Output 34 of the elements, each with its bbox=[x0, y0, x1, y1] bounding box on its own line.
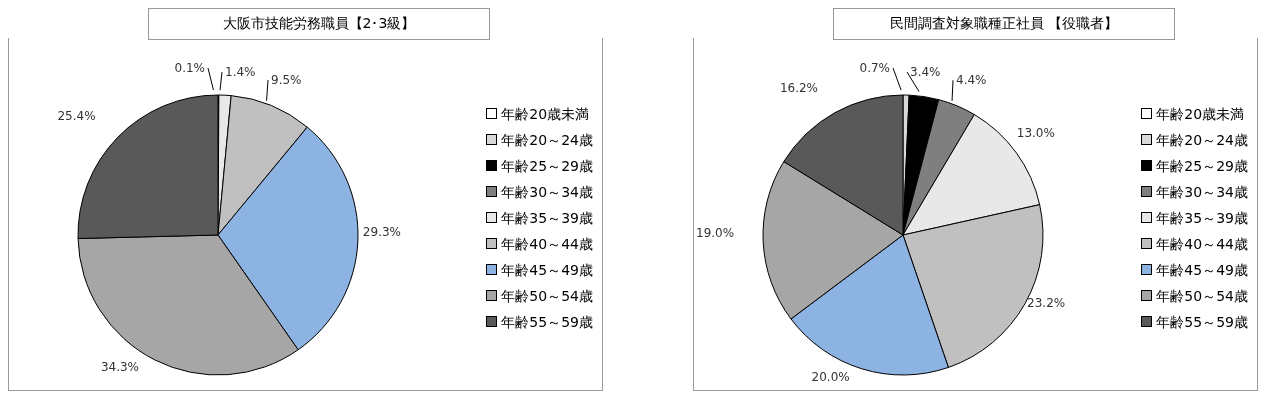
legend-label: 年齢35～39歳 bbox=[501, 208, 593, 228]
legend-label: 年齢35～39歳 bbox=[1156, 208, 1248, 228]
legend-label: 年齢50～54歳 bbox=[501, 286, 593, 306]
data-label: 29.3% bbox=[362, 225, 401, 240]
data-label: 3.4% bbox=[910, 65, 941, 80]
legend-label: 年齢55～59歳 bbox=[501, 312, 593, 332]
data-label: 20.0% bbox=[811, 370, 850, 384]
data-label: 4.4% bbox=[956, 73, 987, 88]
data-label: 16.2% bbox=[779, 81, 819, 96]
legend-label: 年齢40～44歳 bbox=[501, 234, 593, 254]
legend-label: 年齢40～44歳 bbox=[1156, 234, 1248, 254]
legend-label: 年齢45～49歳 bbox=[501, 260, 593, 280]
data-label: 23.2% bbox=[1027, 296, 1066, 311]
legend-label: 年齢30～34歳 bbox=[1156, 182, 1248, 202]
data-label: 0.7% bbox=[859, 61, 890, 76]
data-label: 13.0% bbox=[1016, 126, 1055, 141]
legend-label: 年齢55～59歳 bbox=[1156, 312, 1248, 332]
legend-label: 年齢50～54歳 bbox=[1156, 286, 1248, 306]
data-label: 0.1% bbox=[174, 61, 205, 75]
data-label: 25.4% bbox=[57, 108, 96, 123]
chart-title: 大阪市技能労務職員【2･3級】 bbox=[148, 8, 490, 40]
legend-label: 年齢30～34歳 bbox=[501, 182, 593, 202]
legend-label: 年齢20～24歳 bbox=[501, 130, 593, 150]
data-label: 19.0% bbox=[696, 226, 735, 241]
legend-label: 年齢20歳未満 bbox=[1156, 104, 1245, 124]
legend-label: 年齢45～49歳 bbox=[1156, 260, 1248, 280]
legend-label: 年齢20歳未満 bbox=[501, 104, 590, 124]
data-label: 1.4% bbox=[225, 65, 256, 79]
legend-label: 年齢25～29歳 bbox=[1156, 156, 1248, 176]
data-label: 34.3% bbox=[100, 360, 139, 374]
chart-title: 民間調査対象職種正社員 【役職者】 bbox=[833, 8, 1175, 40]
data-label: 9.5% bbox=[271, 73, 302, 88]
legend-label: 年齢25～29歳 bbox=[501, 156, 593, 176]
legend-label: 年齢20～24歳 bbox=[1156, 130, 1248, 150]
